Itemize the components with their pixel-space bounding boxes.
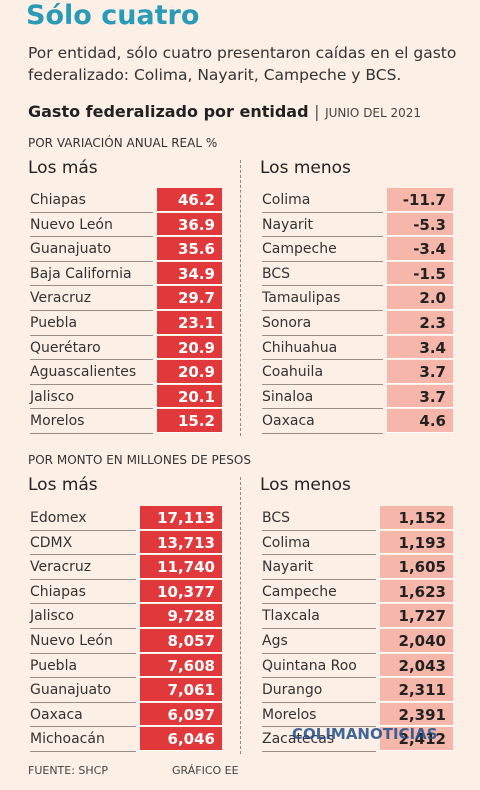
- source: FUENTE: SHCP: [28, 764, 108, 777]
- row-name: Sonora: [262, 311, 383, 336]
- column-header: Los menos: [260, 158, 351, 178]
- row-value: -3.4: [387, 237, 453, 261]
- row-value: 34.9: [157, 261, 222, 286]
- row-value: 1,623: [380, 579, 453, 604]
- row-value: 29.7: [157, 286, 222, 310]
- row-value: -1.5: [387, 261, 453, 286]
- watermark: COLIMANOTICIAS: [292, 725, 438, 743]
- row-name: Colima: [262, 188, 383, 213]
- row-name: Guanajuato: [30, 678, 136, 703]
- row-value: 3.4: [387, 335, 453, 360]
- row-value: 2,040: [380, 629, 453, 653]
- heading-date: JUNIO DEL 2021: [325, 106, 422, 120]
- row-value: 1,727: [380, 604, 453, 628]
- row-value: 13,713: [140, 530, 222, 555]
- row-value: 20.9: [157, 360, 222, 384]
- row-name: Durango: [262, 678, 376, 703]
- row-name: Nayarit: [262, 555, 376, 580]
- row-value: 6,046: [140, 727, 222, 751]
- row-name: Tamaulipas: [262, 286, 383, 311]
- row-value: 8,057: [140, 629, 222, 653]
- row-name: Chiapas: [30, 580, 136, 605]
- column-header: Los más: [28, 475, 98, 495]
- divider: [240, 160, 241, 436]
- row-value: 2,412: [380, 727, 453, 751]
- section-label: POR VARIACIÓN ANUAL REAL %: [28, 136, 218, 150]
- row-name: Puebla: [30, 654, 136, 679]
- row-value: 17,113: [140, 506, 222, 530]
- subtitle: Por entidad, sólo cuatro presentaron caí…: [28, 44, 457, 84]
- row-name: Oaxaca: [30, 703, 136, 728]
- row-name: Aguascalientes: [30, 360, 153, 385]
- row-name: Tlaxcala: [262, 604, 376, 629]
- heading-row: Gasto federalizado por entidad | JUNIO D…: [28, 102, 422, 121]
- row-name: Coahuila: [262, 360, 383, 385]
- row-name: Querétaro: [30, 336, 153, 361]
- row-name: Jalisco: [30, 604, 136, 629]
- row-name: Zacatecas: [262, 727, 376, 752]
- row-name: Oaxaca: [262, 409, 383, 434]
- row-value: 4.6: [387, 409, 453, 433]
- row-name: BCS: [262, 262, 383, 287]
- title: Sólo cuatro: [26, 0, 200, 31]
- row-value: 11,740: [140, 555, 222, 579]
- row-name: Morelos: [30, 409, 153, 434]
- row-name: Nayarit: [262, 213, 383, 238]
- row-name: Chiapas: [30, 188, 153, 213]
- row-name: Veracruz: [30, 555, 136, 580]
- row-value: 2,391: [380, 702, 453, 727]
- row-value: 15.2: [157, 409, 222, 433]
- row-name: Nuevo León: [30, 213, 153, 238]
- row-value: 2.3: [387, 311, 453, 335]
- section-label: POR MONTO EN MILLONES DE PESOS: [28, 453, 251, 467]
- row-name: Colima: [262, 531, 376, 556]
- row-name: Campeche: [262, 237, 383, 262]
- column-header: Los menos: [260, 475, 351, 495]
- row-name: CDMX: [30, 531, 136, 556]
- row-value: 7,061: [140, 678, 222, 702]
- row-name: Veracruz: [30, 286, 153, 311]
- row-name: Michoacán: [30, 727, 136, 752]
- row-value: 3.7: [387, 384, 453, 409]
- row-value: 1,193: [380, 530, 453, 555]
- row-value: 46.2: [157, 188, 222, 212]
- row-name: Quintana Roo: [262, 654, 376, 679]
- row-value: 20.9: [157, 335, 222, 360]
- row-name: BCS: [262, 506, 376, 531]
- row-value: 20.1: [157, 384, 222, 409]
- row-value: 2.0: [387, 286, 453, 310]
- row-name: Sinaloa: [262, 385, 383, 410]
- row-name: Campeche: [262, 580, 376, 605]
- row-value: 1,605: [380, 555, 453, 579]
- heading: Gasto federalizado por entidad: [28, 102, 309, 121]
- credit: GRÁFICO EE: [172, 764, 239, 777]
- row-name: Ags: [262, 629, 376, 654]
- row-value: 3.7: [387, 360, 453, 384]
- row-name: Morelos: [262, 703, 376, 728]
- row-name: Chihuahua: [262, 336, 383, 361]
- row-value: -5.3: [387, 212, 453, 237]
- row-name: Edomex: [30, 506, 136, 531]
- row-value: 2,311: [380, 678, 453, 702]
- row-name: Puebla: [30, 311, 153, 336]
- row-value: 2,043: [380, 653, 453, 678]
- row-value: 10,377: [140, 579, 222, 604]
- divider: [240, 477, 241, 754]
- row-name: Jalisco: [30, 385, 153, 410]
- row-name: Nuevo León: [30, 629, 136, 654]
- column-header: Los más: [28, 158, 98, 178]
- row-value: 9,728: [140, 604, 222, 628]
- row-value: 7,608: [140, 653, 222, 678]
- row-value: 35.6: [157, 237, 222, 261]
- row-name: Baja California: [30, 262, 153, 287]
- row-value: -11.7: [387, 188, 453, 212]
- row-value: 1,152: [380, 506, 453, 530]
- row-value: 36.9: [157, 212, 222, 237]
- row-value: 23.1: [157, 311, 222, 335]
- row-value: 6,097: [140, 702, 222, 727]
- row-name: Guanajuato: [30, 237, 153, 262]
